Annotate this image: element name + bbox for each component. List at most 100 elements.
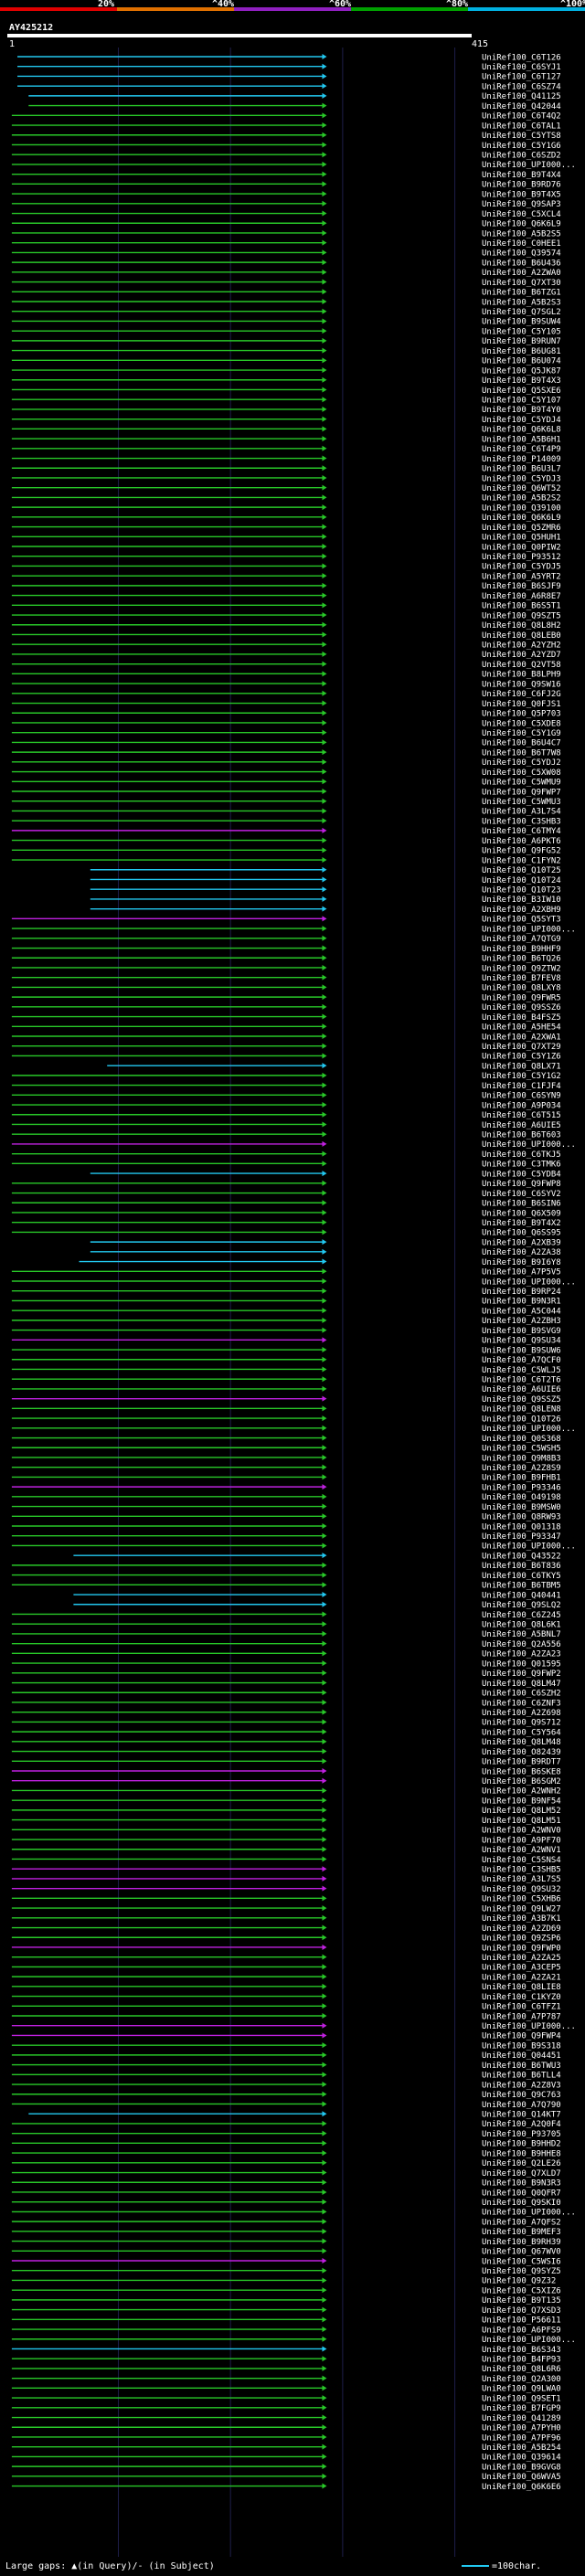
hit-label[interactable]: UniRef100_A3L7S4	[482, 808, 561, 817]
hit-label[interactable]: UniRef100_Q9FWR5	[482, 993, 561, 1002]
hit-label[interactable]: UniRef100_B9SVG9	[482, 1327, 561, 1336]
hit-label[interactable]: UniRef100_B6SGM2	[482, 1777, 561, 1786]
hit-label[interactable]: UniRef100_B7FEV8	[482, 974, 561, 983]
hit-label[interactable]: UniRef100_C5XHB6	[482, 1895, 561, 1904]
hit-label[interactable]: UniRef100_B6UG81	[482, 347, 561, 356]
hit-label[interactable]: UniRef100_B6U436	[482, 259, 561, 268]
hit-label[interactable]: UniRef100_B6TZG1	[482, 289, 561, 298]
hit-label[interactable]: UniRef100_C5Y1G9	[482, 729, 561, 738]
hit-label[interactable]: UniRef100_Q9SLQ2	[482, 1601, 561, 1610]
hit-label[interactable]: UniRef100_Q9SSZ5	[482, 1395, 561, 1405]
hit-label[interactable]: UniRef100_C5Y105	[482, 327, 561, 336]
hit-label[interactable]: UniRef100_C5Y107	[482, 397, 561, 406]
hit-label[interactable]: UniRef100_Q01318	[482, 1522, 561, 1532]
hit-label[interactable]: UniRef100_A2XBH9	[482, 906, 561, 915]
hit-label[interactable]: UniRef100_Q10T23	[482, 886, 561, 896]
hit-label[interactable]: UniRef100_A3CEP5	[482, 1964, 561, 1973]
hit-label[interactable]: UniRef100_Q8LM47	[482, 1680, 561, 1689]
hit-label[interactable]: UniRef100_A2ZA23	[482, 1650, 561, 1659]
hit-label[interactable]: UniRef100_Q0S368	[482, 1435, 561, 1444]
hit-label[interactable]: UniRef100_B9GVG8	[482, 2463, 561, 2472]
hit-label[interactable]: UniRef100_A5BNL7	[482, 1630, 561, 1639]
hit-label[interactable]: UniRef100_Q7SGL2	[482, 308, 561, 317]
hit-label[interactable]: UniRef100_C5YDJ2	[482, 758, 561, 768]
hit-label[interactable]: UniRef100_A2ZD69	[482, 1924, 561, 1934]
hit-label[interactable]: UniRef100_C3SHB3	[482, 817, 561, 826]
hit-label[interactable]: UniRef100_A7Q790	[482, 2101, 561, 2110]
hit-label[interactable]: UniRef100_A2Z8V3	[482, 2081, 561, 2090]
hit-label[interactable]: UniRef100_C5Y1Z6	[482, 1053, 561, 1062]
hit-label[interactable]: UniRef100_Q2LE26	[482, 2159, 561, 2168]
hit-label[interactable]: UniRef100_Q04451	[482, 2051, 561, 2061]
hit-label[interactable]: UniRef100_C5Y564	[482, 1728, 561, 1737]
hit-label[interactable]: UniRef100_C5WMU9	[482, 779, 561, 788]
hit-label[interactable]: UniRef100_Q2A556	[482, 1640, 561, 1649]
hit-label[interactable]: UniRef100_A9P034	[482, 1101, 561, 1110]
hit-label[interactable]: UniRef100_A2XB39	[482, 1238, 561, 1247]
hit-label[interactable]: UniRef100_Q01595	[482, 1659, 561, 1669]
hit-label[interactable]: UniRef100_A2YZD7	[482, 651, 561, 660]
hit-label[interactable]: UniRef100_Q9SYZ5	[482, 2267, 561, 2276]
hit-label[interactable]: UniRef100_B9RDT7	[482, 1758, 561, 1767]
hit-label[interactable]: UniRef100_P93347	[482, 1532, 561, 1542]
hit-label[interactable]: UniRef100_B6U4C7	[482, 739, 561, 748]
hit-label[interactable]: UniRef100_B4FP93	[482, 2356, 561, 2365]
hit-label[interactable]: UniRef100_C6T126	[482, 53, 561, 62]
hit-label[interactable]: UniRef100_C5YDJ5	[482, 563, 561, 572]
hit-label[interactable]: UniRef100_C5YDJ4	[482, 416, 561, 425]
hit-label[interactable]: UniRef100_Q9ZTW2	[482, 964, 561, 973]
hit-label[interactable]: UniRef100_C5WSH5	[482, 1445, 561, 1454]
hit-label[interactable]: UniRef100_A7QCF0	[482, 1356, 561, 1365]
hit-label[interactable]: UniRef100_Q9SKI0	[482, 2199, 561, 2208]
hit-label[interactable]: UniRef100_B9T4X3	[482, 376, 561, 386]
hit-label[interactable]: UniRef100_B9SUW6	[482, 1346, 561, 1355]
hit-label[interactable]: UniRef100_A5B6H1	[482, 435, 561, 444]
hit-label[interactable]: UniRef100_C6Z245	[482, 1611, 561, 1620]
hit-label[interactable]: UniRef100_O82439	[482, 1748, 561, 1757]
hit-label[interactable]: UniRef100_Q41289	[482, 2414, 561, 2423]
hit-label[interactable]: UniRef100_C6SZD2	[482, 152, 561, 161]
hit-label[interactable]: UniRef100_B9N3R3	[482, 2179, 561, 2189]
hit-label[interactable]: UniRef100_Q8L8H2	[482, 621, 561, 631]
hit-label[interactable]: UniRef100_C1FYN2	[482, 856, 561, 865]
hit-label[interactable]: UniRef100_B9I6Y8	[482, 1258, 561, 1267]
hit-label[interactable]: UniRef100_C6TKY5	[482, 1572, 561, 1581]
hit-label[interactable]: UniRef100_B9T4X4	[482, 171, 561, 180]
hit-label[interactable]: UniRef100_Q8LIE8	[482, 1983, 561, 1992]
hit-label[interactable]: UniRef100_C5SNS4	[482, 1856, 561, 1865]
hit-label[interactable]: UniRef100_Q6K6L9	[482, 514, 561, 523]
hit-label[interactable]: UniRef100_Q9SAP3	[482, 200, 561, 209]
hit-label[interactable]: UniRef100_UPI000...	[482, 925, 576, 934]
hit-label[interactable]: UniRef100_Q39574	[482, 249, 561, 259]
hit-label[interactable]: UniRef100_P93705	[482, 2130, 561, 2139]
hit-label[interactable]: UniRef100_Q9FWP4	[482, 2032, 561, 2041]
hit-label[interactable]: UniRef100_C1KYZ0	[482, 1993, 561, 2002]
hit-label[interactable]: UniRef100_Q0PIW2	[482, 543, 561, 552]
hit-label[interactable]: UniRef100_C5XW08	[482, 769, 561, 778]
hit-label[interactable]: UniRef100_B9RP24	[482, 1288, 561, 1297]
hit-label[interactable]: UniRef100_P56611	[482, 2316, 561, 2326]
hit-label[interactable]: UniRef100_C5WSI6	[482, 2257, 561, 2266]
hit-label[interactable]: UniRef100_Q9SZT5	[482, 611, 561, 620]
hit-label[interactable]: UniRef100_B9RH39	[482, 2238, 561, 2247]
hit-label[interactable]: UniRef100_B6TBM5	[482, 1582, 561, 1591]
hit-label[interactable]: UniRef100_C6FJ2G	[482, 690, 561, 699]
hit-label[interactable]: UniRef100_Q9C763	[482, 2091, 561, 2100]
hit-label[interactable]: UniRef100_B6U3L7	[482, 465, 561, 474]
hit-label[interactable]: UniRef100_Q7XLD7	[482, 2169, 561, 2178]
hit-label[interactable]: UniRef100_Q6SS95	[482, 1229, 561, 1238]
hit-label[interactable]: UniRef100_A5HE54	[482, 1023, 561, 1033]
hit-label[interactable]: UniRef100_Q8L6R6	[482, 2365, 561, 2374]
hit-label[interactable]: UniRef100_A7P787	[482, 2012, 561, 2021]
hit-label[interactable]: UniRef100_Q6X509	[482, 1209, 561, 1218]
hit-label[interactable]: UniRef100_C5Y1G2	[482, 1072, 561, 1081]
hit-label[interactable]: UniRef100_Q43522	[482, 1552, 561, 1561]
hit-label[interactable]: UniRef100_A7PF96	[482, 2433, 561, 2443]
hit-label[interactable]: UniRef100_A9PF70	[482, 1836, 561, 1845]
hit-label[interactable]: UniRef100_A5B2S2	[482, 494, 561, 504]
hit-label[interactable]: UniRef100_A6PKT6	[482, 837, 561, 846]
hit-label[interactable]: UniRef100_UPI000...	[482, 1542, 576, 1552]
hit-label[interactable]: UniRef100_B9HHD2	[482, 2140, 561, 2149]
hit-label[interactable]: UniRef100_A2WNH2	[482, 1787, 561, 1797]
hit-label[interactable]: UniRef100_Q7XSD3	[482, 2306, 561, 2316]
